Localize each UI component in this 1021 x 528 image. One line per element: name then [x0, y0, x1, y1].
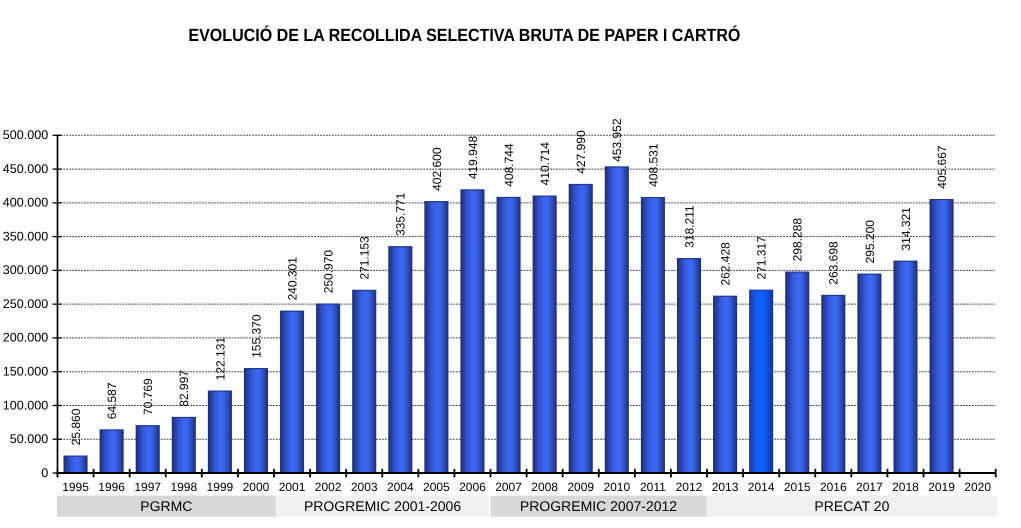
- svg-text:64.587: 64.587: [105, 382, 119, 419]
- svg-text:70.769: 70.769: [141, 378, 155, 415]
- svg-text:2012: 2012: [676, 480, 703, 494]
- svg-text:410.714: 410.714: [538, 142, 552, 186]
- svg-text:262.428: 262.428: [718, 242, 732, 286]
- svg-text:2015: 2015: [784, 480, 811, 494]
- svg-text:EVOLUCIÓ DE LA RECOLLIDA SELEC: EVOLUCIÓ DE LA RECOLLIDA SELECTIVA BRUTA…: [188, 25, 740, 45]
- svg-text:150.000: 150.000: [3, 364, 49, 378]
- svg-text:271.153: 271.153: [358, 236, 372, 280]
- svg-text:2008: 2008: [531, 480, 558, 494]
- svg-text:405.667: 405.667: [935, 145, 949, 189]
- svg-text:2000: 2000: [243, 480, 270, 494]
- svg-text:1997: 1997: [134, 480, 161, 494]
- svg-text:250.000: 250.000: [3, 297, 49, 311]
- svg-text:2014: 2014: [748, 480, 775, 494]
- svg-text:298.288: 298.288: [791, 218, 805, 262]
- svg-text:122.131: 122.131: [213, 337, 227, 381]
- svg-text:300.000: 300.000: [3, 263, 49, 277]
- svg-text:82.997: 82.997: [177, 370, 191, 407]
- svg-text:2003: 2003: [351, 480, 378, 494]
- svg-text:408.744: 408.744: [502, 143, 516, 187]
- svg-text:408.531: 408.531: [646, 143, 660, 187]
- svg-text:2010: 2010: [603, 480, 630, 494]
- svg-text:1999: 1999: [207, 480, 234, 494]
- svg-text:250.970: 250.970: [322, 250, 336, 294]
- svg-text:335.771: 335.771: [394, 192, 408, 236]
- svg-text:402.600: 402.600: [430, 147, 444, 191]
- svg-text:2020: 2020: [964, 480, 991, 494]
- svg-text:419.948: 419.948: [466, 135, 480, 179]
- svg-text:400.000: 400.000: [3, 196, 49, 210]
- svg-text:100.000: 100.000: [3, 398, 49, 412]
- svg-text:500.000: 500.000: [3, 128, 49, 142]
- svg-text:350.000: 350.000: [3, 229, 49, 243]
- svg-text:295.200: 295.200: [863, 220, 877, 264]
- svg-text:240.301: 240.301: [285, 257, 299, 301]
- svg-text:2011: 2011: [640, 480, 666, 494]
- svg-text:25.860: 25.860: [69, 408, 83, 445]
- svg-text:2013: 2013: [712, 480, 739, 494]
- svg-text:PRECAT 20: PRECAT 20: [814, 498, 889, 514]
- svg-text:2002: 2002: [315, 480, 342, 494]
- svg-text:2004: 2004: [387, 480, 414, 494]
- svg-text:2016: 2016: [820, 480, 847, 494]
- svg-text:2017: 2017: [856, 480, 883, 494]
- svg-text:2007: 2007: [495, 480, 522, 494]
- svg-text:427.990: 427.990: [574, 130, 588, 174]
- svg-text:2006: 2006: [459, 480, 486, 494]
- svg-text:155.370: 155.370: [249, 314, 263, 358]
- svg-text:453.952: 453.952: [610, 118, 624, 162]
- svg-text:2018: 2018: [892, 480, 919, 494]
- svg-text:2009: 2009: [567, 480, 594, 494]
- svg-text:0: 0: [41, 466, 48, 480]
- svg-text:263.698: 263.698: [827, 241, 841, 285]
- svg-text:1998: 1998: [170, 480, 197, 494]
- svg-text:1995: 1995: [62, 480, 89, 494]
- svg-text:PROGREMIC 2001-2006: PROGREMIC 2001-2006: [304, 498, 461, 514]
- svg-text:PROGREMIC 2007-2012: PROGREMIC 2007-2012: [520, 498, 677, 514]
- svg-text:314.321: 314.321: [899, 207, 913, 251]
- svg-text:1996: 1996: [98, 480, 125, 494]
- svg-text:2019: 2019: [928, 480, 955, 494]
- svg-text:271.317: 271.317: [755, 236, 769, 280]
- svg-text:2005: 2005: [423, 480, 450, 494]
- svg-text:50.000: 50.000: [10, 432, 49, 446]
- svg-text:PGRMC: PGRMC: [140, 498, 192, 514]
- svg-text:318.211: 318.211: [682, 205, 696, 248]
- svg-text:450.000: 450.000: [3, 162, 49, 176]
- svg-text:2001: 2001: [279, 480, 306, 494]
- svg-text:200.000: 200.000: [3, 331, 49, 345]
